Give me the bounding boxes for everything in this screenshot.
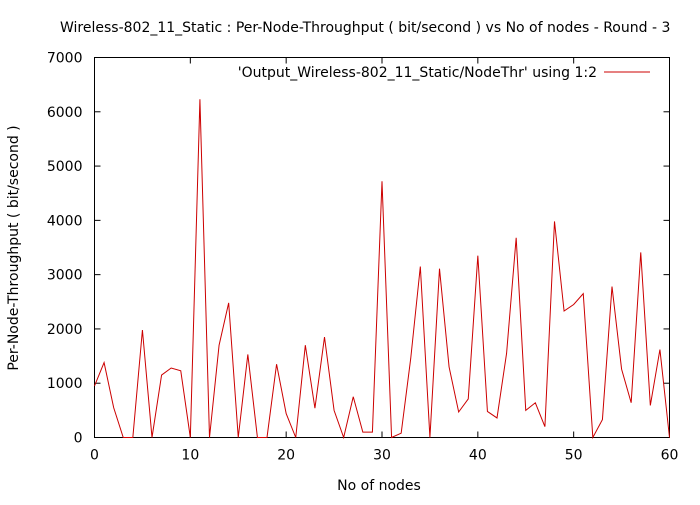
- plot-frame: [94, 57, 670, 438]
- y-tick-label: 0: [74, 431, 83, 447]
- y-tick-label: 4000: [47, 213, 83, 229]
- x-tick-label: 10: [181, 448, 199, 464]
- legend-label: 'Output_Wireless-802_11_Static/NodeThr' …: [238, 65, 597, 81]
- series-line: [94, 99, 670, 440]
- x-tick-label: 60: [661, 448, 679, 464]
- x-tick-label: 40: [469, 448, 487, 464]
- y-tick-label: 7000: [47, 51, 83, 67]
- chart-title: Wireless-802_11_Static : Per-Node-Throug…: [60, 20, 670, 36]
- axis-ticks: 0 10 20 30 40 50 60 0 1000 2000 3000 4000 5000 6000 70…: [47, 51, 679, 464]
- x-tick-label: 20: [277, 448, 295, 464]
- y-tick-label: 1000: [47, 376, 83, 392]
- x-tick-label: 30: [373, 448, 391, 464]
- x-tick-label: 50: [565, 448, 583, 464]
- y-tick-label: 2000: [47, 322, 83, 338]
- x-tick-label: 0: [90, 448, 99, 464]
- legend: 'Output_Wireless-802_11_Static/NodeThr' …: [238, 65, 650, 81]
- y-tick-label: 6000: [47, 105, 83, 121]
- x-axis-label: No of nodes: [337, 478, 421, 494]
- y-tick-label: 5000: [47, 159, 83, 175]
- series-layer: [94, 99, 670, 440]
- y-tick-label: 3000: [47, 268, 83, 284]
- y-axis-label: Per-Node-Throughput ( bit/second ): [6, 125, 22, 370]
